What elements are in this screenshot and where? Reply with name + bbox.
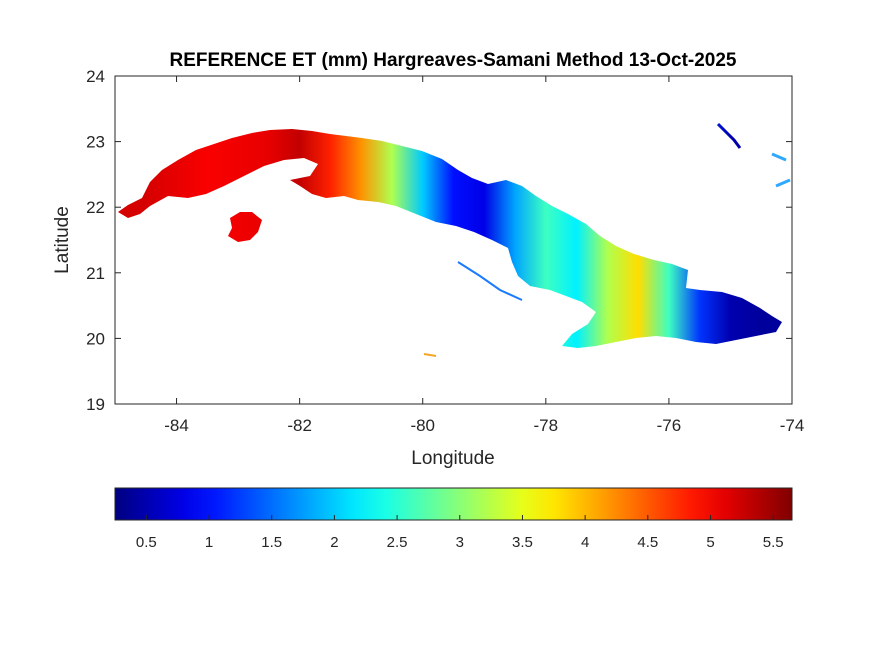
x-tick-label: -78 (534, 416, 559, 435)
x-tick-label: -76 (657, 416, 682, 435)
colorbar-tick-label: 2.5 (387, 534, 408, 551)
cays-south (457, 261, 523, 301)
colorbar-tick-label: 1.5 (261, 534, 282, 551)
colorbar-tick-label: 4.5 (637, 534, 658, 551)
x-tick-label: -84 (164, 416, 189, 435)
colorbar-tick-label: 5 (706, 534, 714, 551)
colorbar-tick-label: 0.5 (136, 534, 157, 551)
colorbar-tick-label: 5.5 (763, 534, 784, 551)
colorbar-tick-label: 4 (581, 534, 589, 551)
x-axis-label: Longitude (411, 448, 494, 469)
y-tick-label: 19 (86, 395, 105, 414)
plot-area (114, 75, 793, 405)
cay-small (423, 353, 437, 357)
y-tick-label: 20 (86, 329, 105, 348)
x-tick-label: -74 (780, 416, 805, 435)
y-tick-label: 22 (86, 198, 105, 217)
cays-north (716, 122, 742, 149)
y-axis-label: Latitude (52, 206, 73, 274)
y-axis-ticks: 19 20 21 22 23 24 (86, 67, 792, 414)
colorbar-tick-label: 3 (456, 534, 464, 551)
colorbar-ticks: 0.5 1 1.5 2 2.5 3 3.5 4 4.5 5 5.5 (136, 515, 784, 551)
x-axis-ticks: -84 -82 -80 -78 -76 -74 (164, 76, 804, 435)
isla-de-la-juventud (228, 212, 262, 242)
colorbar-tick-label: 2 (330, 534, 338, 551)
cays-northeast (771, 152, 791, 188)
land-layer (118, 122, 791, 357)
main-island (118, 129, 782, 348)
y-tick-label: 21 (86, 264, 105, 283)
map-title: REFERENCE ET (mm) Hargreaves-Samani Meth… (170, 50, 737, 71)
colorbar-tick-label: 3.5 (512, 534, 533, 551)
colorbar-tick-label: 1 (205, 534, 213, 551)
x-tick-label: -82 (287, 416, 312, 435)
y-tick-label: 23 (86, 133, 105, 152)
colorbar (114, 487, 793, 521)
x-tick-label: -80 (410, 416, 435, 435)
y-tick-label: 24 (86, 67, 105, 86)
